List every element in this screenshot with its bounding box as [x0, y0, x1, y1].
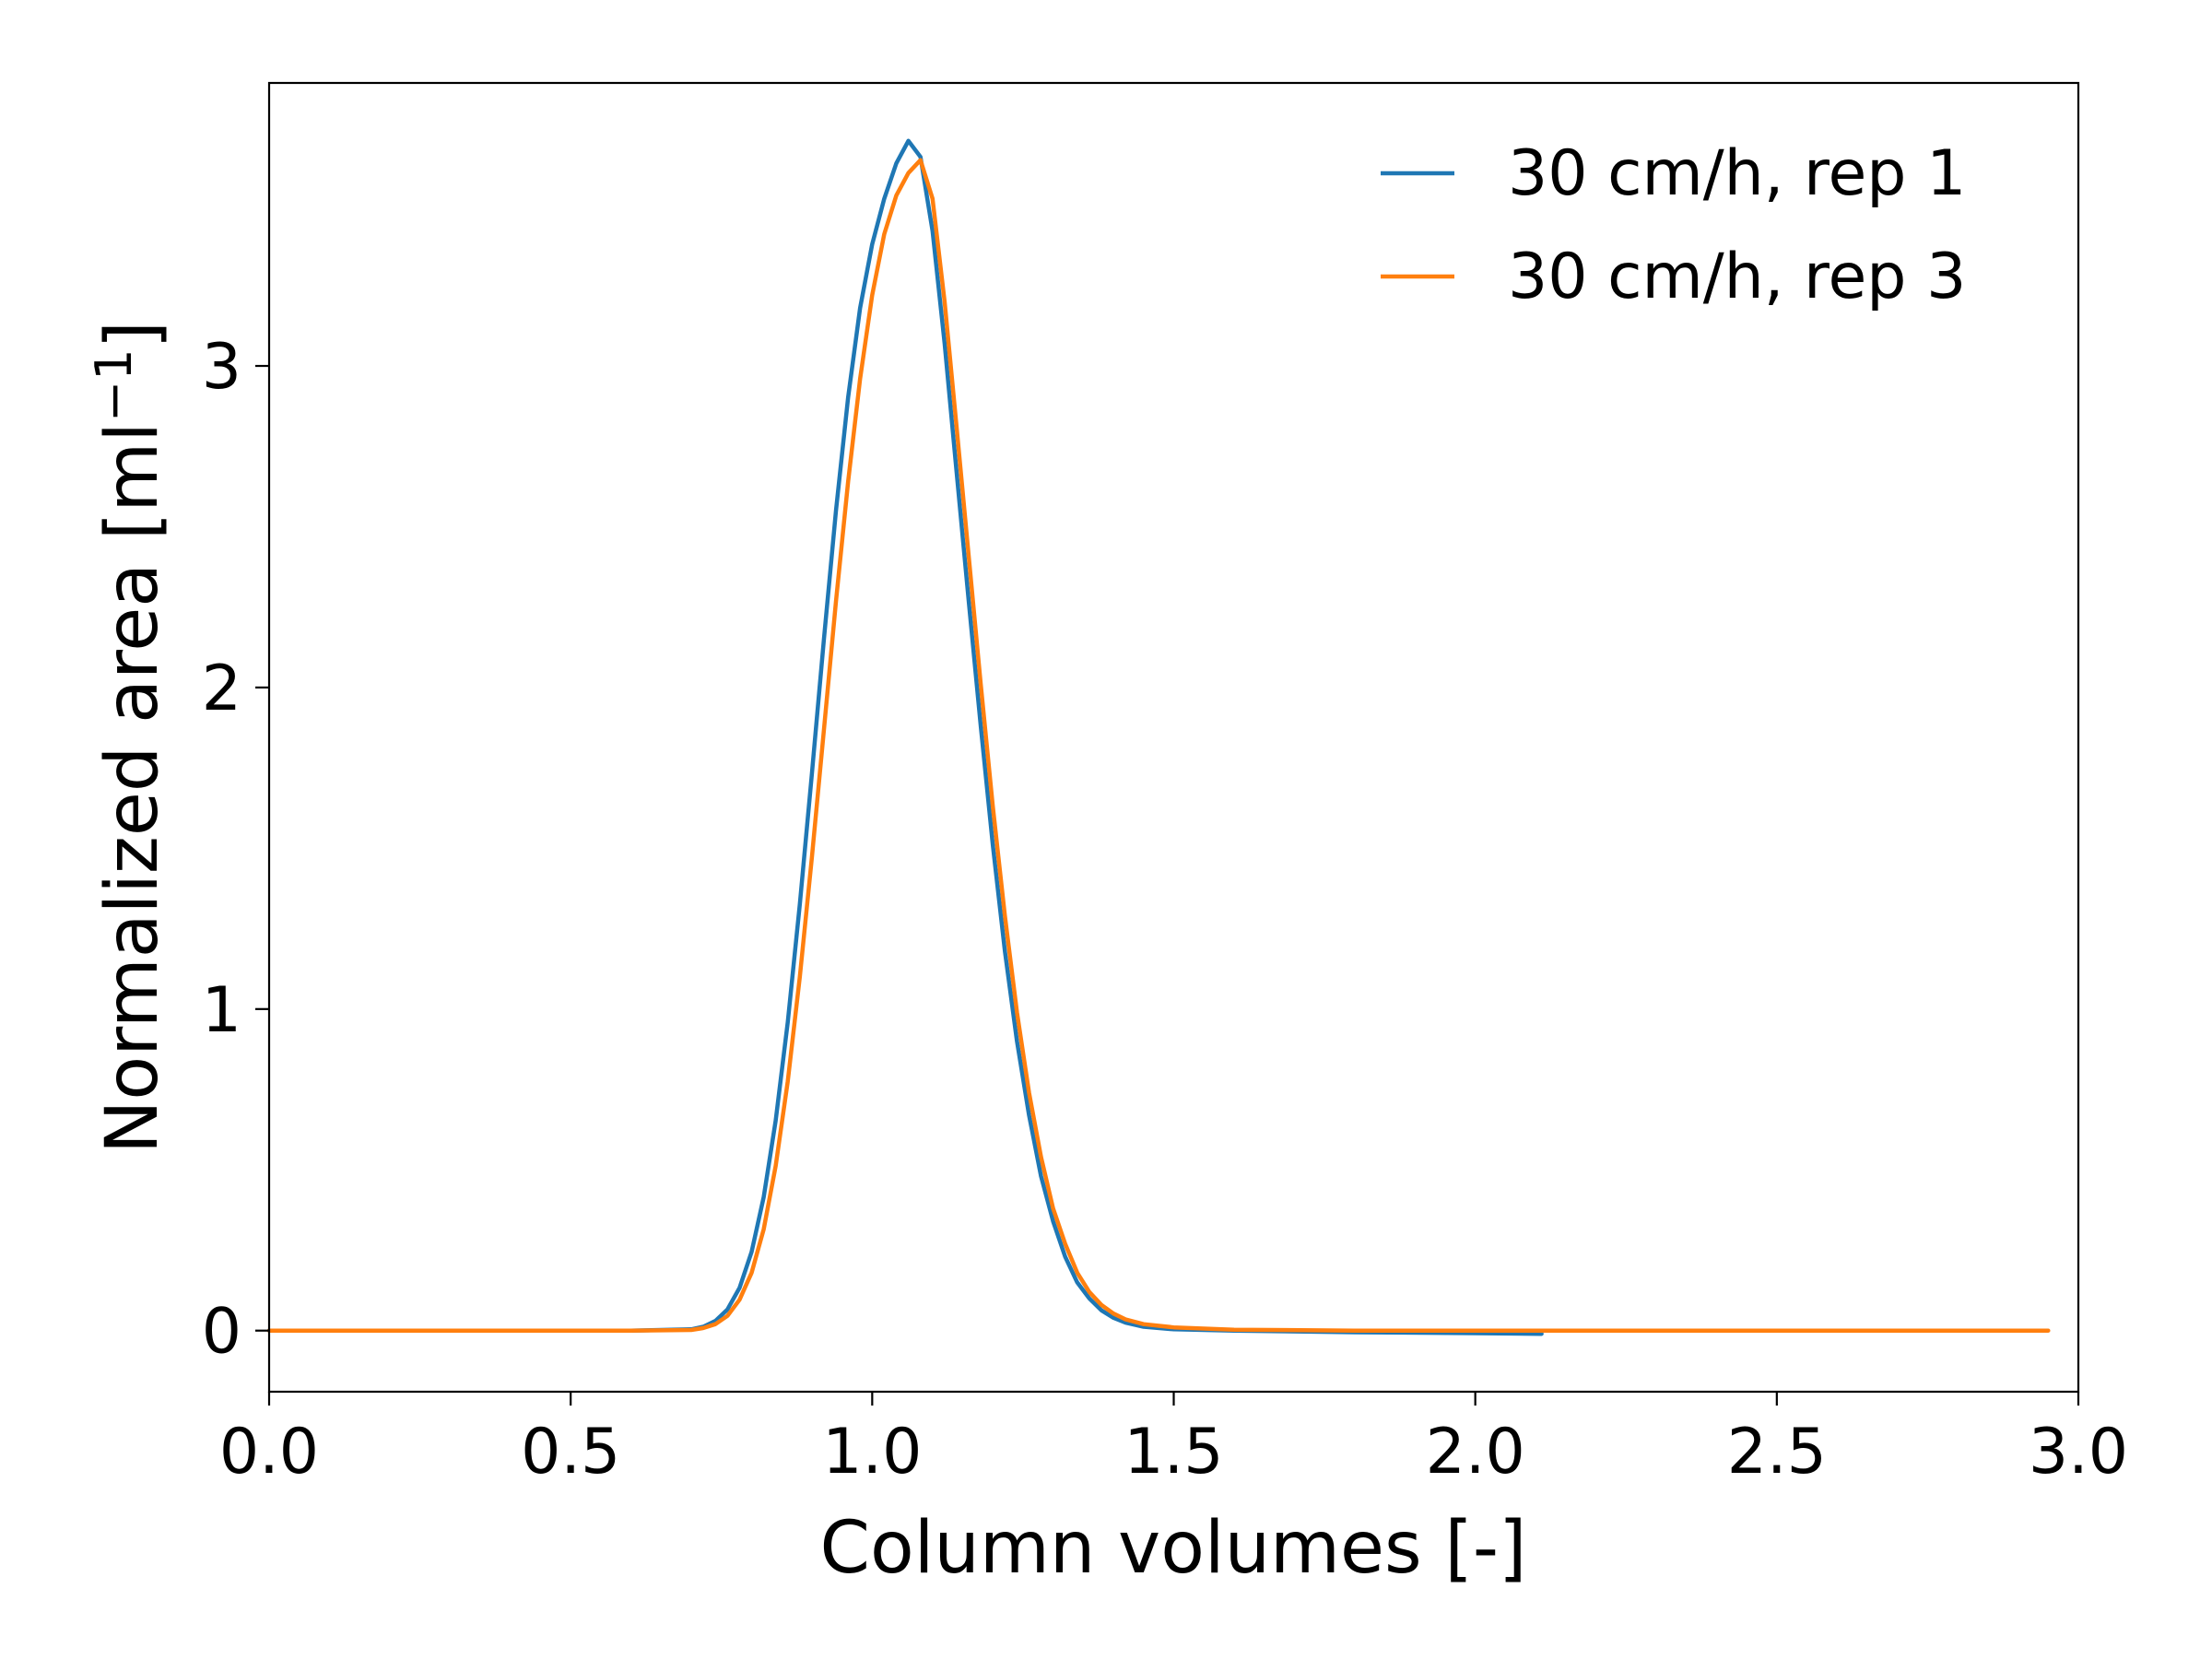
y-tick-label: 3: [202, 331, 241, 404]
series-line-rep-3: [266, 158, 2051, 1333]
series-layer: [266, 138, 2051, 1336]
y-axis-title-main: Normalized area [ml: [91, 422, 174, 1154]
y-tick-label: 0: [202, 1296, 241, 1369]
y-axis-title-close: ]: [91, 321, 174, 348]
y-axis: 0 1 2 3: [202, 331, 269, 1369]
x-tick-label: 1.0: [822, 1416, 922, 1488]
y-axis-title: Normalized area [ml−1]: [85, 321, 174, 1154]
x-axis-title: Column volumes [-]: [820, 1507, 1527, 1590]
legend: 30 cm/h, rep 1 30 cm/h, rep 3: [1381, 137, 1966, 313]
y-axis-title-superscript: −1: [85, 348, 143, 422]
legend-label-rep-3: 30 cm/h, rep 3: [1508, 241, 1966, 313]
y-tick-label: 1: [202, 974, 241, 1047]
x-tick-label: 0.0: [219, 1416, 319, 1488]
legend-label-rep-1: 30 cm/h, rep 1: [1508, 137, 1966, 210]
series-line-rep-1: [266, 138, 1544, 1336]
x-tick-label: 2.5: [1727, 1416, 1827, 1488]
x-tick-label: 1.5: [1124, 1416, 1223, 1488]
x-tick-label: 2.0: [1426, 1416, 1525, 1488]
x-tick-label: 3.0: [2029, 1416, 2128, 1488]
x-tick-label: 0.5: [521, 1416, 620, 1488]
y-tick-label: 2: [202, 653, 241, 725]
x-axis: 0.0 0.5 1.0 1.5 2.0 2.5 3.0: [219, 1392, 2128, 1488]
